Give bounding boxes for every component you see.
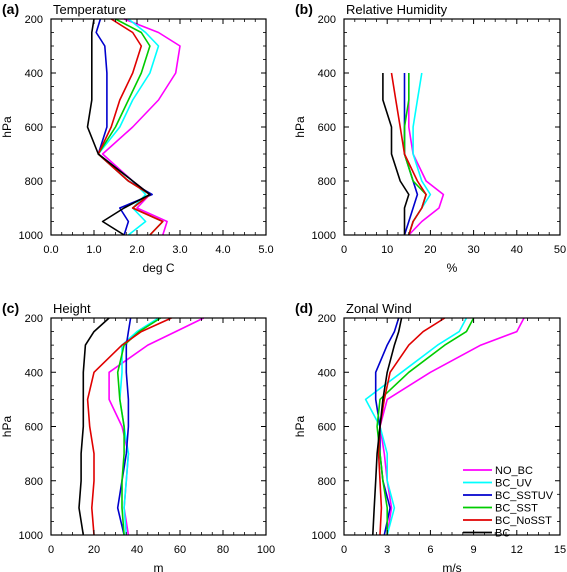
x-tick-label: 1.0 bbox=[86, 244, 101, 256]
x-tick-label: 6 bbox=[427, 544, 433, 556]
panel-2: 0 10 20 30 40 50 200 400 600 800 1000 (b) Relative H… bbox=[293, 1, 566, 275]
panel-title: Height bbox=[53, 301, 91, 316]
legend-label: BC bbox=[495, 528, 510, 540]
plot-frame bbox=[50, 18, 267, 236]
x-tick-label: 0 bbox=[341, 544, 347, 556]
y-axis-label: hPa bbox=[0, 116, 14, 138]
y-axis-label: hPa bbox=[293, 416, 307, 438]
x-tick-label: 60 bbox=[174, 544, 186, 556]
panel-1: 0.0 1.0 2.0 3.0 4.0 5.0 200 400 600 800 1000 (a) Tem… bbox=[0, 1, 274, 275]
legend-label: NO_BC bbox=[495, 465, 533, 477]
x-tick-label: 10 bbox=[381, 244, 393, 256]
series-line-bc-sst bbox=[97, 18, 164, 236]
y-tick-label: 1000 bbox=[312, 230, 336, 242]
x-axis-label: % bbox=[447, 261, 458, 275]
legend-label: BC_SSTUV bbox=[495, 490, 554, 502]
series-line-bc-sst bbox=[376, 317, 475, 535]
x-tick-label: 80 bbox=[217, 544, 229, 556]
y-tick-label: 600 bbox=[25, 122, 43, 134]
legend-label: BC_UV bbox=[495, 478, 532, 490]
series-line-bc-uv bbox=[97, 18, 160, 236]
y-tick-label: 800 bbox=[318, 476, 336, 488]
x-tick-label: 9 bbox=[471, 544, 477, 556]
series-line-no-bc bbox=[101, 18, 181, 236]
series-line-bc bbox=[78, 317, 110, 536]
y-tick-label: 400 bbox=[318, 367, 336, 379]
series-line-no-bc bbox=[379, 317, 525, 536]
panel-title: Temperature bbox=[53, 2, 126, 17]
x-tick-label: 12 bbox=[511, 544, 523, 556]
x-tick-label: 20 bbox=[424, 244, 436, 256]
x-tick-label: 3 bbox=[384, 544, 390, 556]
y-tick-label: 600 bbox=[25, 422, 43, 434]
panel-letter: (d) bbox=[295, 300, 313, 316]
x-axis-label: m bbox=[154, 561, 164, 572]
x-tick-label: 30 bbox=[467, 244, 479, 256]
x-tick-label: 0 bbox=[341, 244, 347, 256]
x-axis-label: deg C bbox=[142, 261, 174, 275]
plot-frame bbox=[343, 18, 561, 236]
y-tick-label: 600 bbox=[318, 422, 336, 434]
panel-4: 0 3 6 9 12 15 200 400 600 800 1000 (d) Zonal Wind m/s… bbox=[293, 300, 566, 572]
series-line-bc-nosst bbox=[97, 18, 164, 236]
x-tick-label: 20 bbox=[88, 544, 100, 556]
y-tick-label: 1000 bbox=[19, 230, 43, 242]
x-tick-label: 15 bbox=[554, 544, 566, 556]
x-tick-label: 0.0 bbox=[43, 244, 58, 256]
series-line-bc-sst bbox=[403, 73, 427, 236]
series-line-no-bc bbox=[408, 73, 445, 236]
series-line-bc-uv bbox=[364, 317, 468, 536]
panel-letter: (b) bbox=[295, 1, 313, 17]
x-axis-label: m/s bbox=[442, 561, 461, 572]
legend-label: BC_SST bbox=[495, 503, 538, 515]
series-line-bc-nosst bbox=[86, 317, 172, 536]
legend-label: BC_NoSST bbox=[495, 515, 552, 527]
y-axis-label: hPa bbox=[0, 416, 14, 438]
x-tick-label: 100 bbox=[257, 544, 275, 556]
y-tick-label: 1000 bbox=[312, 530, 336, 542]
x-tick-label: 40 bbox=[131, 544, 143, 556]
x-tick-label: 5.0 bbox=[258, 244, 273, 256]
series-line-bc-sstuv bbox=[95, 18, 153, 236]
y-tick-label: 600 bbox=[318, 122, 336, 134]
y-tick-label: 800 bbox=[25, 476, 43, 488]
x-tick-label: 40 bbox=[511, 244, 523, 256]
series-line-bc bbox=[86, 18, 151, 236]
y-tick-label: 200 bbox=[25, 313, 43, 325]
panel-letter: (c) bbox=[2, 300, 19, 316]
series-line-bc bbox=[372, 317, 403, 536]
x-tick-label: 2.0 bbox=[129, 244, 144, 256]
x-tick-label: 3.0 bbox=[172, 244, 187, 256]
y-tick-label: 200 bbox=[25, 14, 43, 26]
y-tick-label: 400 bbox=[25, 68, 43, 80]
y-tick-label: 1000 bbox=[19, 530, 43, 542]
x-tick-label: 0 bbox=[48, 544, 54, 556]
y-axis-label: hPa bbox=[293, 116, 307, 138]
x-tick-label: 4.0 bbox=[215, 244, 230, 256]
y-tick-label: 200 bbox=[318, 14, 336, 26]
x-tick-label: 50 bbox=[554, 244, 566, 256]
panel-title: Relative Humidity bbox=[346, 2, 448, 17]
y-tick-label: 400 bbox=[25, 367, 43, 379]
panel-letter: (a) bbox=[2, 1, 19, 17]
series-line-bc-sstuv bbox=[403, 73, 419, 236]
series-line-bc-sstuv bbox=[116, 317, 132, 536]
series-line-bc bbox=[382, 73, 410, 235]
panel-3: 0 20 40 60 80 100 200 400 600 800 1000 (c) Height m hP… bbox=[0, 300, 275, 572]
series-line-bc-nosst bbox=[390, 72, 427, 236]
y-tick-label: 200 bbox=[318, 313, 336, 325]
panel-title: Zonal Wind bbox=[346, 301, 412, 316]
y-tick-label: 800 bbox=[318, 176, 336, 188]
y-tick-label: 800 bbox=[25, 176, 43, 188]
y-tick-label: 400 bbox=[318, 68, 336, 80]
